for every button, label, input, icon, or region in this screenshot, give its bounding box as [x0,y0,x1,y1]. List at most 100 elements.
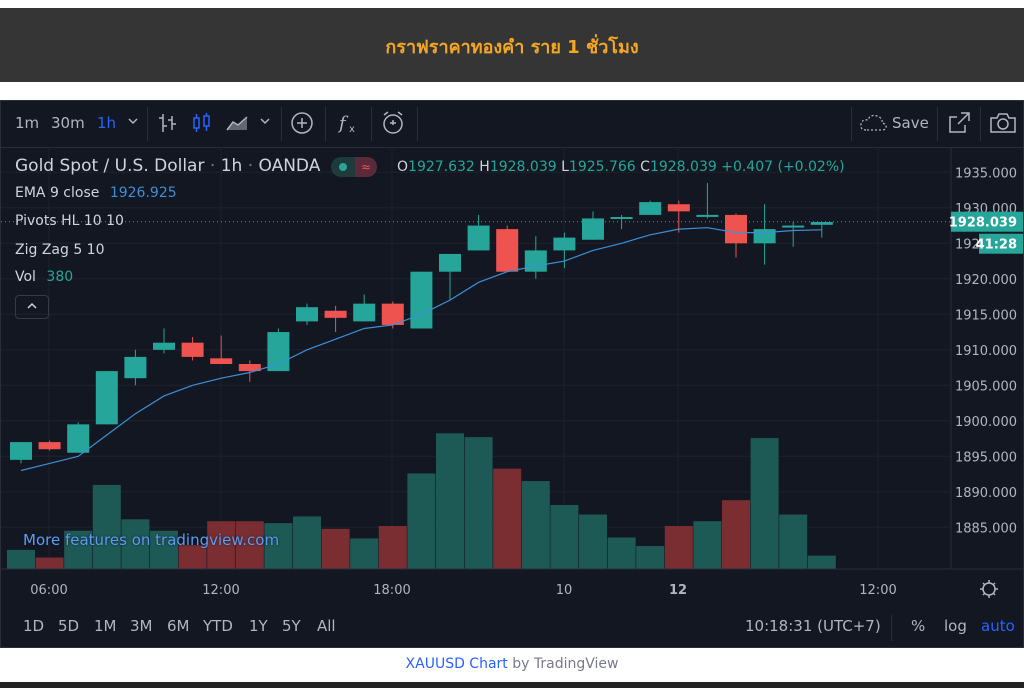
range-3m-button[interactable]: 3M [130,617,153,635]
volume-bar [207,521,236,569]
candle-body [467,225,490,251]
candle-body [810,222,833,225]
price-tick-label: 1900.000 [955,415,1017,430]
candle-body [153,342,175,350]
volume-label: Vol [15,269,36,285]
range-all-button[interactable]: All [317,617,336,635]
volume-bar [293,516,321,569]
range-ytd-button[interactable]: YTD [203,617,233,635]
area-style-icon[interactable] [225,112,251,138]
candle-body [267,332,290,372]
range-1y-button[interactable]: 1Y [249,617,268,635]
candle-body [324,310,347,318]
volume-bar [521,481,550,569]
collapse-legend-button[interactable] [15,295,49,319]
volume-bar [779,514,808,569]
last-price-badge [951,211,1023,232]
timezone-clock[interactable]: 10:18:31 (UTC+7) [745,617,881,635]
watermark-link[interactable]: More features on tradingview.com [23,531,280,549]
candle-body [496,229,519,272]
range-6m-button[interactable]: 6M [167,617,190,635]
pivots-legend[interactable]: Pivots HL 10 10 [15,213,124,229]
interval-30m-button[interactable]: 30m [51,114,85,132]
ohlc-close-label: C [640,159,650,175]
countdown-badge [979,233,1023,254]
symbol-chart-link[interactable]: XAUUSD Chart [405,656,508,672]
last-price-label: 1928.039 [949,216,1017,231]
symbol-source: OANDA [258,156,321,176]
interval-1m-button[interactable]: 1m [15,114,40,132]
chevron-down-icon[interactable] [259,111,271,135]
volume-bar [607,537,636,569]
attribution: XAUUSD Chart by TradingView [0,656,1024,672]
volume-bar [550,504,579,569]
candle-body [753,229,776,244]
price-tick-label: 1920.000 [955,273,1017,288]
interval-1h-button[interactable]: 1h [97,114,117,132]
symbol-legend: Gold Spot / U.S. Dollar · 1h · OANDA [15,156,321,176]
volume-bar [636,546,665,569]
range-1m-button[interactable]: 1M [94,617,117,635]
candle-body [353,303,376,322]
ema-value: 1926.925 [109,185,177,201]
range-1d-button[interactable]: 1D [23,617,45,635]
ohlc-high: 1928.039 [489,159,557,175]
camera-icon[interactable] [989,111,1017,139]
time-tick-label: 18:00 [373,583,410,598]
symbol-name: Gold Spot / U.S. Dollar [15,156,205,176]
alarm-add-icon[interactable] [381,110,407,140]
gear-icon-tooth [992,582,996,586]
volume-legend[interactable]: Vol 380 [15,269,73,285]
bar-style-icon[interactable] [157,112,179,138]
gear-icon-tooth [982,592,986,596]
volume-bar [407,473,436,569]
volume-bar [92,484,121,569]
auto-scale-button[interactable]: auto [981,617,1015,635]
volume-bar [807,555,836,569]
compare-add-icon[interactable] [290,111,314,139]
ohlc-open: 1927.632 [408,159,475,175]
ohlc-low: 1925.766 [568,159,636,175]
volume-bar [350,538,379,569]
volume-bar [121,519,150,569]
chevron-down-icon[interactable] [127,111,139,135]
ohlc-legend: O1927.632 H1928.039 L1925.766 C1928.039 … [397,159,845,175]
range-5d-button[interactable]: 5D [58,617,80,635]
tradingview-credit[interactable]: by TradingView [512,656,619,672]
page-title: กราฟราคาทองคำ ราย 1 ชั่วโมง [385,37,639,58]
candle-body [439,253,461,272]
ema-legend[interactable]: EMA 9 close 1926.925 [15,185,177,201]
volume-bar [178,545,207,569]
volume-bar [722,500,750,569]
candle-body [381,303,404,325]
time-tick-label: 06:00 [30,583,67,598]
percent-scale-button[interactable]: % [911,617,926,635]
bottom-edge [0,682,1024,688]
candle-body [238,364,261,372]
gear-icon-tooth [982,582,986,586]
chart-area[interactable]: 1940.0001935.0001930.0001925.0001920.000… [1,147,1023,609]
price-tick-label: 1885.000 [955,521,1017,536]
candle-style-icon[interactable] [191,112,213,138]
svg-text:f: f [337,113,349,134]
gear-icon-tooth [992,592,996,596]
zigzag-legend[interactable]: Zig Zag 5 10 [15,242,105,258]
candle-body [10,442,32,460]
volume-bar [664,526,693,569]
market-status-badge[interactable]: ≈ [331,157,377,177]
candle-body [524,250,547,272]
candle-body [95,371,118,425]
candle-body [410,271,433,329]
log-scale-button[interactable]: log [944,617,967,635]
volume-bar [35,557,64,569]
volume-bar [235,521,264,569]
time-tick-label: 10 [556,583,573,598]
cloud-save-icon[interactable] [859,112,889,138]
candle-body [782,225,805,228]
popout-icon[interactable] [947,111,971,139]
save-button[interactable]: Save [892,114,929,132]
range-5y-button[interactable]: 5Y [282,617,301,635]
symbol-interval: 1h [220,156,243,176]
candle-body [696,214,719,217]
